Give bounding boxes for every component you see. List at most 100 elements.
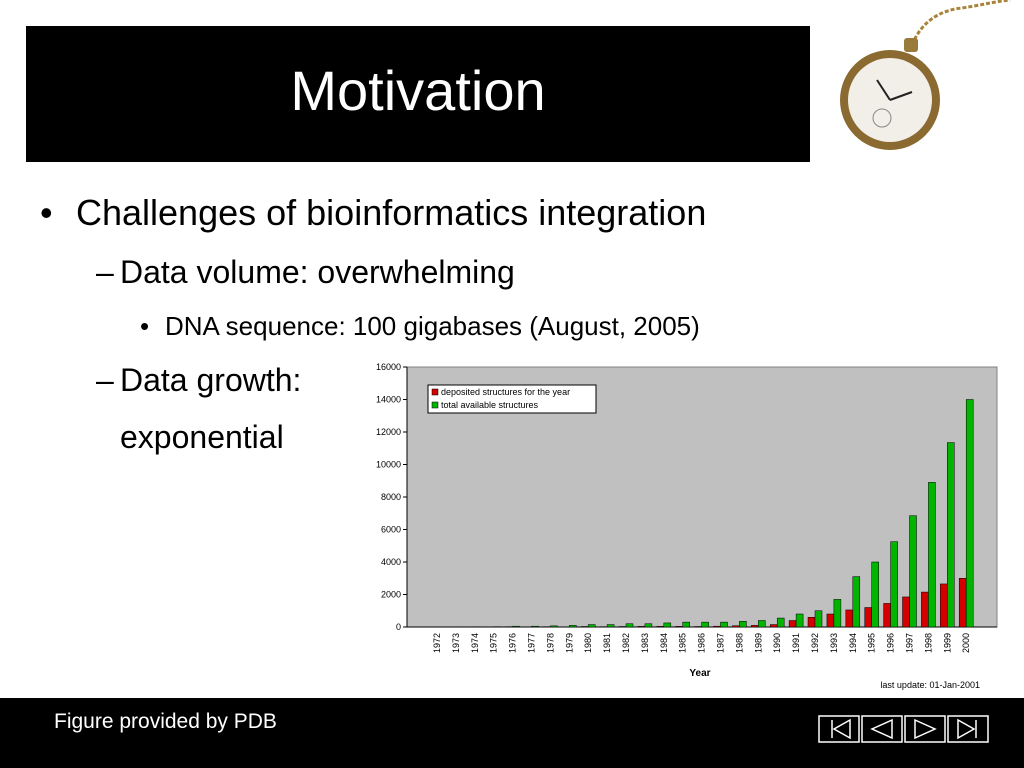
bullet-1-2-line: Data growth: (120, 362, 302, 398)
bar (569, 625, 577, 628)
x-tick-label: 1999 (942, 633, 952, 653)
x-tick-label: 1975 (489, 633, 499, 653)
chart: 0 2000 4000 6000 8000 10000 12000 14000 16000 197… (376, 362, 998, 690)
bar (644, 623, 653, 628)
legend-swatch (431, 401, 439, 409)
dash-marker: – (96, 362, 114, 398)
bar (587, 624, 596, 628)
x-tick-label: 1980 (583, 633, 593, 653)
bar (852, 576, 861, 628)
bar (909, 515, 917, 628)
y-tick-label: 6000 (381, 525, 401, 535)
y-tick-label: 12000 (376, 427, 401, 437)
bar (965, 399, 974, 628)
x-tick-label: 1984 (659, 633, 669, 653)
bar (512, 625, 520, 628)
x-tick-label: 1995 (867, 633, 877, 653)
bar (751, 625, 759, 628)
y-tick-label: 8000 (381, 492, 401, 502)
x-tick-label: 1972 (432, 633, 442, 653)
bar (814, 610, 823, 628)
legend-label: deposited structures for the year (441, 387, 570, 397)
bar (732, 625, 740, 628)
bar (921, 591, 929, 628)
x-tick-label: 1979 (564, 633, 574, 653)
x-tick-label: 1988 (734, 633, 744, 653)
x-tick-label: 1986 (697, 633, 707, 653)
x-axis-label: Year (689, 668, 710, 679)
title-bar (26, 26, 810, 162)
footer-text: Figure provided by PDB (54, 710, 277, 733)
bar (776, 617, 785, 628)
bar (682, 621, 690, 628)
bar (890, 541, 898, 628)
x-tick-label: 1989 (753, 633, 763, 653)
bullet-1-2-line: exponential (120, 419, 284, 455)
bullet-1: Challenges of bioinformatics integration (76, 192, 707, 233)
bar (871, 561, 879, 628)
bar (656, 626, 665, 628)
bar (531, 625, 539, 628)
next-button[interactable] (904, 715, 946, 743)
x-tick-label: 1992 (810, 633, 820, 653)
y-tick-label: 2000 (381, 590, 401, 600)
bar (606, 624, 615, 628)
x-tick-label: 1974 (470, 633, 480, 653)
bar (845, 609, 854, 628)
bar (739, 621, 747, 628)
x-tick-label: 1998 (923, 633, 933, 653)
x-tick-label: 1977 (527, 633, 537, 653)
x-tick-label: 1982 (621, 633, 631, 653)
bar (788, 620, 797, 628)
x-tick-label: 1987 (716, 633, 726, 653)
bar (550, 625, 558, 628)
x-tick-label: 2000 (961, 633, 971, 653)
bar (758, 620, 766, 628)
y-tick-label: 10000 (376, 460, 401, 470)
first-button[interactable] (818, 715, 860, 743)
y-tick-label: 0 (396, 622, 401, 632)
bar (795, 613, 804, 628)
bar (947, 442, 955, 628)
x-tick-label: 1985 (678, 633, 688, 653)
bar (902, 596, 910, 628)
y-tick-label: 16000 (376, 362, 401, 372)
x-tick-label: 1997 (905, 633, 915, 653)
x-tick-label: 1981 (602, 633, 612, 653)
bar (864, 607, 872, 628)
bar (833, 599, 842, 628)
x-tick-label: 1978 (545, 633, 555, 653)
bar (720, 621, 728, 628)
bullet-marker: • (40, 192, 53, 233)
bar (958, 578, 967, 628)
legend-box (427, 384, 597, 414)
x-tick-label: 1991 (791, 633, 801, 653)
bar (663, 622, 672, 628)
bullet-1-1-1: DNA sequence: 100 gigabases (August, 200… (165, 311, 700, 341)
dash-marker: – (96, 254, 114, 290)
bar (940, 583, 948, 628)
legend-label: total available structures (441, 400, 539, 410)
bullet-marker: • (140, 311, 150, 341)
bar (701, 621, 709, 628)
bullet-1-1: Data volume: overwhelming (120, 254, 515, 290)
last-button[interactable] (947, 715, 989, 743)
x-tick-label: 1976 (508, 633, 518, 653)
x-tick-label: 1993 (829, 633, 839, 653)
bar (883, 603, 891, 628)
footer-bar (0, 698, 1024, 768)
y-tick-label: 14000 (376, 395, 401, 405)
title: Motivation (290, 59, 546, 122)
bar (713, 625, 721, 628)
bar (637, 626, 646, 628)
bar (625, 623, 634, 628)
bar (675, 626, 683, 628)
bar (769, 624, 778, 628)
legend-swatch (431, 388, 439, 396)
y-tick-label: 4000 (381, 557, 401, 567)
x-tick-label: 1973 (451, 633, 461, 653)
x-tick-label: 1990 (772, 633, 782, 653)
prev-button[interactable] (861, 715, 903, 743)
bar (826, 613, 835, 628)
